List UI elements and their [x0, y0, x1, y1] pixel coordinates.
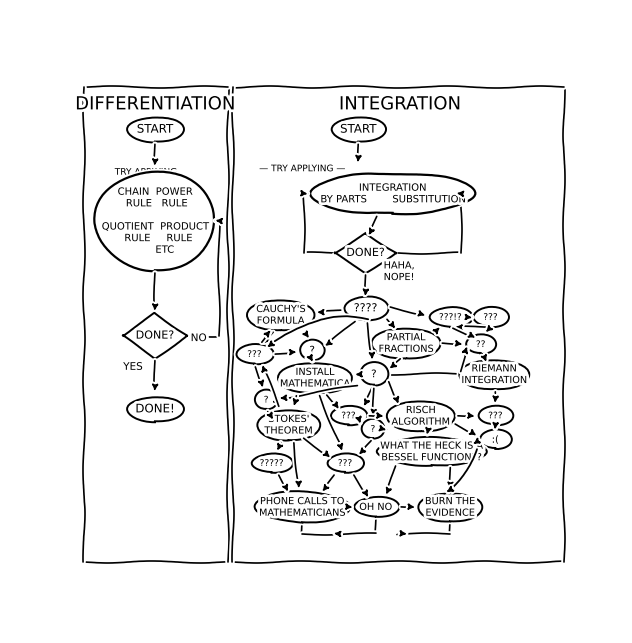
Text: PHONE CALLS TO
MATHEMATICIANS: PHONE CALLS TO MATHEMATICIANS: [259, 496, 346, 518]
Text: NO: NO: [191, 333, 207, 343]
Text: — TRY APPLYING —: — TRY APPLYING —: [259, 164, 344, 173]
Text: ??: ??: [476, 340, 485, 349]
Ellipse shape: [127, 117, 183, 141]
Ellipse shape: [473, 307, 508, 327]
Ellipse shape: [279, 363, 351, 393]
Text: INTEGRATION
BY PARTS        SUBSTITUTION: INTEGRATION BY PARTS SUBSTITUTION: [320, 183, 465, 204]
Ellipse shape: [376, 438, 487, 465]
Text: ???!?: ???!?: [439, 312, 461, 322]
Text: ?????: ?????: [260, 459, 283, 468]
Text: ????: ????: [354, 303, 377, 313]
Polygon shape: [334, 233, 398, 272]
Text: ???: ???: [488, 412, 502, 421]
Ellipse shape: [360, 363, 387, 386]
Ellipse shape: [478, 406, 513, 425]
Text: WHAT THE HECK IS A
BESSEL FUNCTION??: WHAT THE HECK IS A BESSEL FUNCTION??: [380, 440, 483, 462]
Polygon shape: [122, 313, 188, 358]
Text: PARTIAL
FRACTIONS: PARTIAL FRACTIONS: [379, 332, 434, 354]
Text: INSTALL
MATHEMATICA: INSTALL MATHEMATICA: [280, 367, 350, 388]
Ellipse shape: [258, 410, 320, 440]
Ellipse shape: [466, 335, 495, 354]
Ellipse shape: [419, 493, 482, 521]
Text: START: START: [340, 123, 376, 136]
Text: ???: ???: [341, 412, 356, 421]
Ellipse shape: [387, 401, 454, 431]
Text: ?: ?: [370, 424, 375, 433]
Text: DIFFERENTIATION: DIFFERENTIATION: [75, 95, 234, 113]
Text: HAHA,
NOPE!: HAHA, NOPE!: [384, 260, 415, 282]
Ellipse shape: [95, 171, 215, 270]
Ellipse shape: [327, 454, 363, 473]
Ellipse shape: [255, 390, 277, 410]
Ellipse shape: [480, 430, 511, 449]
Text: CHAIN  POWER
 RULE   RULE

QUOTIENT  PRODUCT
  RULE     RULE
      ETC: CHAIN POWER RULE RULE QUOTIENT PRODUCT R…: [102, 186, 208, 255]
Text: DONE?: DONE?: [346, 248, 385, 258]
Ellipse shape: [331, 406, 367, 425]
Text: ???: ???: [338, 459, 352, 468]
Text: TRY APPLYING: TRY APPLYING: [115, 168, 176, 177]
Text: START: START: [137, 123, 173, 136]
Ellipse shape: [127, 397, 183, 421]
Text: ???: ???: [247, 350, 262, 359]
Ellipse shape: [251, 454, 292, 473]
Ellipse shape: [344, 296, 387, 320]
Ellipse shape: [353, 497, 398, 517]
Text: ?: ?: [371, 369, 377, 379]
Text: :(: :(: [492, 435, 499, 444]
Ellipse shape: [248, 300, 314, 330]
Text: YES: YES: [123, 362, 143, 372]
Text: CAUCHY'S
FORMULA: CAUCHY'S FORMULA: [256, 304, 305, 325]
Ellipse shape: [331, 117, 385, 141]
Ellipse shape: [236, 345, 273, 365]
Ellipse shape: [428, 307, 472, 327]
Text: RISCH
ALGORITHM: RISCH ALGORITHM: [391, 405, 450, 426]
Ellipse shape: [254, 491, 350, 522]
Ellipse shape: [362, 420, 384, 439]
Text: DONE?: DONE?: [136, 331, 174, 341]
Text: INTEGRATION: INTEGRATION: [339, 95, 461, 113]
Text: OH NO: OH NO: [359, 502, 392, 512]
Text: STOKES'
THEOREM: STOKES' THEOREM: [264, 414, 313, 435]
Text: ???: ???: [483, 312, 497, 322]
Text: ?: ?: [264, 395, 269, 404]
Ellipse shape: [300, 341, 324, 360]
Text: ?: ?: [310, 345, 315, 356]
Ellipse shape: [372, 328, 440, 358]
Ellipse shape: [309, 173, 476, 214]
Ellipse shape: [460, 359, 528, 389]
Text: BURN THE
EVIDENCE: BURN THE EVIDENCE: [425, 496, 476, 518]
Text: RIEMANN
INTEGRATION: RIEMANN INTEGRATION: [461, 363, 527, 385]
Text: DONE!: DONE!: [135, 403, 174, 415]
